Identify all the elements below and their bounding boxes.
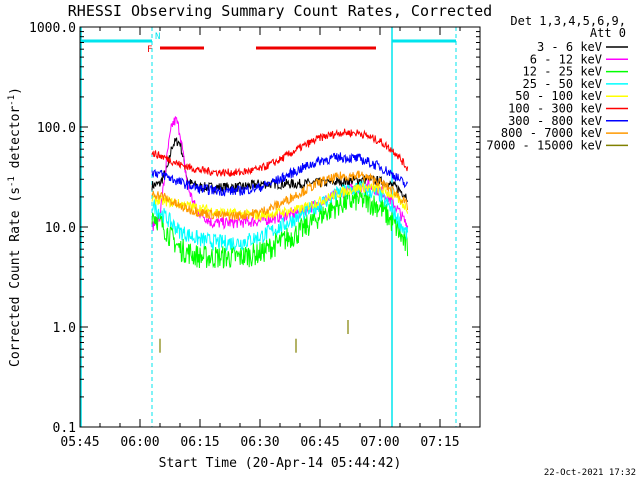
x-axis: 05:45 06:00 06:15 06:30 06:45 07:00 07:15	[60, 27, 481, 450]
y-tick-label: 0.1	[53, 421, 76, 436]
night-label: N	[155, 32, 160, 42]
series-line	[151, 187, 409, 269]
series-line	[151, 180, 409, 222]
attenuator-state: Att 0	[590, 26, 626, 40]
y-tick-label: 100.0	[37, 121, 76, 136]
series-line	[151, 170, 409, 221]
legend-label: 50 - 100 keV	[515, 89, 602, 103]
legend-label: 25 - 50 keV	[523, 77, 602, 91]
legend-label: 300 - 800 keV	[508, 114, 602, 128]
legend-label: 12 - 25 keV	[523, 65, 602, 79]
y-tick-label: 10.0	[45, 221, 76, 236]
x-axis-label: Start Time (20-Apr-14 05:44:42)	[159, 456, 402, 471]
chart-title: RHESSI Observing Summary Count Rates, Co…	[68, 2, 492, 20]
x-tick-label: 07:15	[420, 435, 459, 450]
series-line	[151, 128, 409, 178]
legend-label: 800 - 7000 keV	[501, 126, 602, 140]
legend-label: 6 - 12 keV	[530, 52, 602, 66]
x-tick-label: 06:30	[240, 435, 279, 450]
legend-label: 7000 - 15000 keV	[486, 138, 602, 152]
series-line	[151, 152, 409, 197]
x-tick-label: 06:45	[300, 435, 339, 450]
x-tick-label: 06:00	[120, 435, 159, 450]
x-tick-label: 06:15	[180, 435, 219, 450]
legend-label: 100 - 300 keV	[508, 102, 602, 116]
detector-list: Det 1,3,4,5,6,9,	[510, 14, 626, 28]
x-tick-label: 07:00	[360, 435, 399, 450]
legend-label: 3 - 6 keV	[537, 40, 602, 54]
footer-date: 22-Oct-2021 17:32	[544, 468, 636, 478]
x-tick-label: 05:45	[60, 435, 99, 450]
y-tick-label: 1000.0	[29, 21, 76, 36]
y-axis: 0.1 1.0 10.0 100.0 1000.0	[29, 21, 480, 436]
series-line	[151, 179, 409, 252]
flare-label: F	[147, 45, 152, 55]
y-tick-label: 1.0	[53, 321, 76, 336]
y-axis-label: Corrected Count Rate (s-1 detector-1)	[7, 87, 23, 367]
